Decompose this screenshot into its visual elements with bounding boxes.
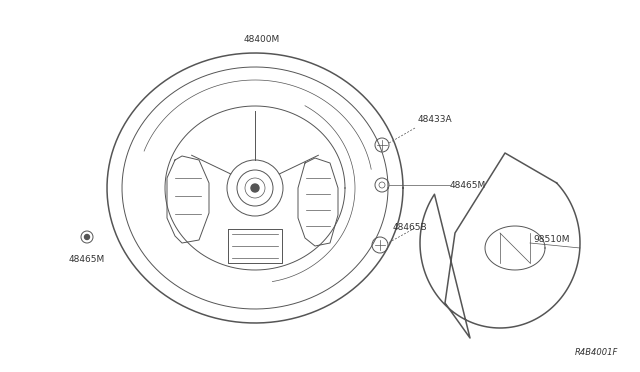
Text: 48465M: 48465M xyxy=(450,180,486,189)
Text: R4B4001F: R4B4001F xyxy=(575,348,618,357)
Text: 98510M: 98510M xyxy=(533,235,570,244)
Text: 48465M: 48465M xyxy=(69,256,105,264)
Circle shape xyxy=(251,184,259,192)
Circle shape xyxy=(84,234,90,240)
Text: 48465B: 48465B xyxy=(393,224,428,232)
Text: 48400M: 48400M xyxy=(244,35,280,44)
Text: 48433A: 48433A xyxy=(418,115,452,125)
